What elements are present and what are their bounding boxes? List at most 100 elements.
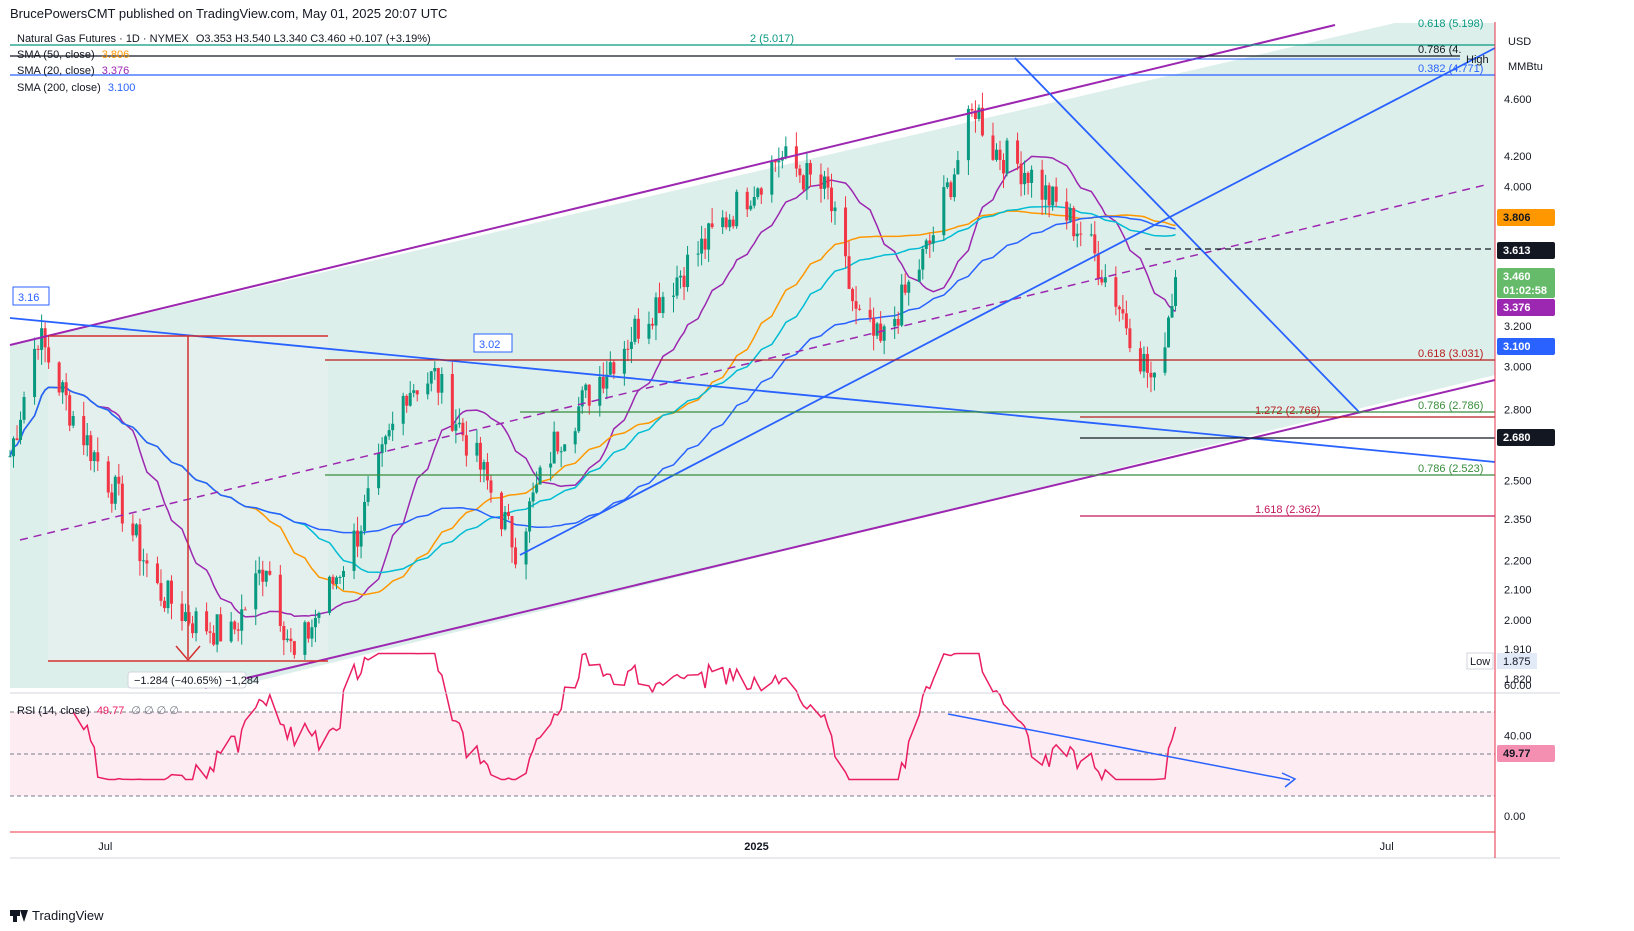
candle-body bbox=[514, 547, 518, 565]
candle bbox=[352, 523, 356, 580]
sma50-label: SMA (50, close) bbox=[17, 49, 95, 61]
candle bbox=[633, 315, 637, 345]
candle bbox=[858, 304, 862, 311]
candle-body bbox=[106, 461, 110, 493]
candle-body bbox=[538, 467, 542, 485]
candle bbox=[745, 187, 749, 218]
candle-body bbox=[412, 390, 416, 393]
candle bbox=[854, 286, 858, 325]
candle-body bbox=[303, 622, 307, 655]
candle-body bbox=[15, 438, 19, 440]
sma200-line[interactable] bbox=[9, 215, 1176, 534]
candle-body bbox=[710, 223, 714, 228]
candle bbox=[970, 103, 974, 117]
candle-body bbox=[289, 638, 293, 642]
price-tick-label: 4.200 bbox=[1504, 151, 1532, 163]
rsi-line[interactable] bbox=[72, 652, 1177, 782]
candle bbox=[531, 482, 535, 508]
candle bbox=[47, 334, 51, 369]
candle-body bbox=[205, 611, 209, 632]
candle bbox=[1030, 165, 1034, 198]
uptrend-line[interactable] bbox=[519, 47, 1496, 556]
candle bbox=[254, 560, 258, 626]
candle-body bbox=[629, 341, 633, 349]
candle-body bbox=[145, 560, 149, 564]
candle-body bbox=[92, 452, 96, 462]
candle bbox=[68, 390, 72, 432]
rsi-trendline[interactable] bbox=[947, 713, 1291, 781]
candle bbox=[672, 282, 676, 313]
candle bbox=[12, 436, 16, 468]
sma200-value: 3.100 bbox=[107, 82, 136, 94]
candle-body bbox=[436, 368, 440, 393]
channel-upper-line[interactable] bbox=[9, 24, 1336, 346]
candle bbox=[679, 270, 683, 289]
fib-0618-line-label: 0.618 (3.031) bbox=[1418, 348, 1483, 360]
channel-lower-line[interactable] bbox=[204, 379, 1496, 689]
candle-body bbox=[33, 348, 37, 398]
candle bbox=[120, 475, 124, 532]
candle bbox=[440, 367, 444, 404]
candle-body bbox=[1065, 201, 1069, 221]
candle-body bbox=[12, 438, 16, 457]
rsi-value: 49.77 bbox=[96, 705, 125, 717]
candle bbox=[436, 367, 440, 406]
candle-body bbox=[464, 435, 468, 456]
descending-trendline[interactable] bbox=[1014, 57, 1361, 414]
candle-body bbox=[240, 609, 244, 631]
candle-body bbox=[945, 182, 949, 188]
candle bbox=[756, 187, 760, 200]
candle bbox=[829, 173, 833, 223]
sma20-line[interactable] bbox=[9, 155, 1176, 618]
candle-body bbox=[19, 419, 23, 440]
candle-body bbox=[949, 182, 953, 198]
candle-body bbox=[43, 328, 47, 348]
candle bbox=[1023, 160, 1027, 196]
candle-body bbox=[952, 174, 956, 198]
legend-sma20[interactable]: SMA (20, close) 3.376 bbox=[17, 65, 129, 77]
candle-body bbox=[47, 347, 51, 363]
candle bbox=[1079, 221, 1083, 247]
low-label: Low bbox=[1470, 656, 1490, 668]
candle bbox=[15, 425, 19, 441]
candle-body bbox=[808, 163, 812, 175]
candle-body bbox=[1054, 186, 1058, 202]
candle-body bbox=[82, 416, 86, 446]
candle bbox=[391, 411, 395, 442]
candle bbox=[110, 483, 114, 513]
candle bbox=[952, 168, 956, 202]
candle bbox=[735, 189, 739, 229]
candle bbox=[819, 163, 823, 203]
candle-body bbox=[229, 621, 233, 642]
candle-body bbox=[208, 631, 212, 633]
rsi-label: RSI (14, close) bbox=[17, 705, 90, 717]
candle-body bbox=[822, 176, 826, 189]
candle-body bbox=[219, 614, 223, 642]
candle-body bbox=[980, 107, 984, 136]
candle bbox=[313, 609, 317, 643]
candle bbox=[264, 570, 268, 587]
dashed-level-tag-bg bbox=[1497, 242, 1555, 259]
sma50-tag: 3.806 bbox=[1503, 212, 1531, 224]
footer-brand[interactable]: TradingView bbox=[10, 908, 104, 923]
legend-sma200[interactable]: SMA (200, close) 3.100 bbox=[17, 82, 135, 94]
candle-body bbox=[1047, 185, 1051, 206]
candle bbox=[285, 629, 289, 643]
candle bbox=[306, 621, 310, 643]
candle-body bbox=[415, 390, 419, 395]
candle bbox=[724, 211, 728, 230]
candle bbox=[654, 292, 658, 341]
legend-rsi[interactable]: RSI (14, close) 49.77 ∅ ∅ ∅ ∅ bbox=[17, 704, 179, 717]
candle-body bbox=[700, 238, 704, 254]
candle bbox=[219, 607, 223, 642]
currency-label: USD bbox=[1508, 36, 1531, 48]
candle bbox=[907, 279, 911, 306]
rsi-tick-label: 40.00 bbox=[1504, 731, 1532, 743]
candle-body bbox=[85, 435, 89, 446]
candle-body bbox=[440, 374, 444, 393]
candle bbox=[503, 506, 507, 531]
candle bbox=[240, 594, 244, 645]
candle-body bbox=[707, 223, 711, 250]
legend-sma50[interactable]: SMA (50, close) 3.806 bbox=[17, 49, 129, 61]
